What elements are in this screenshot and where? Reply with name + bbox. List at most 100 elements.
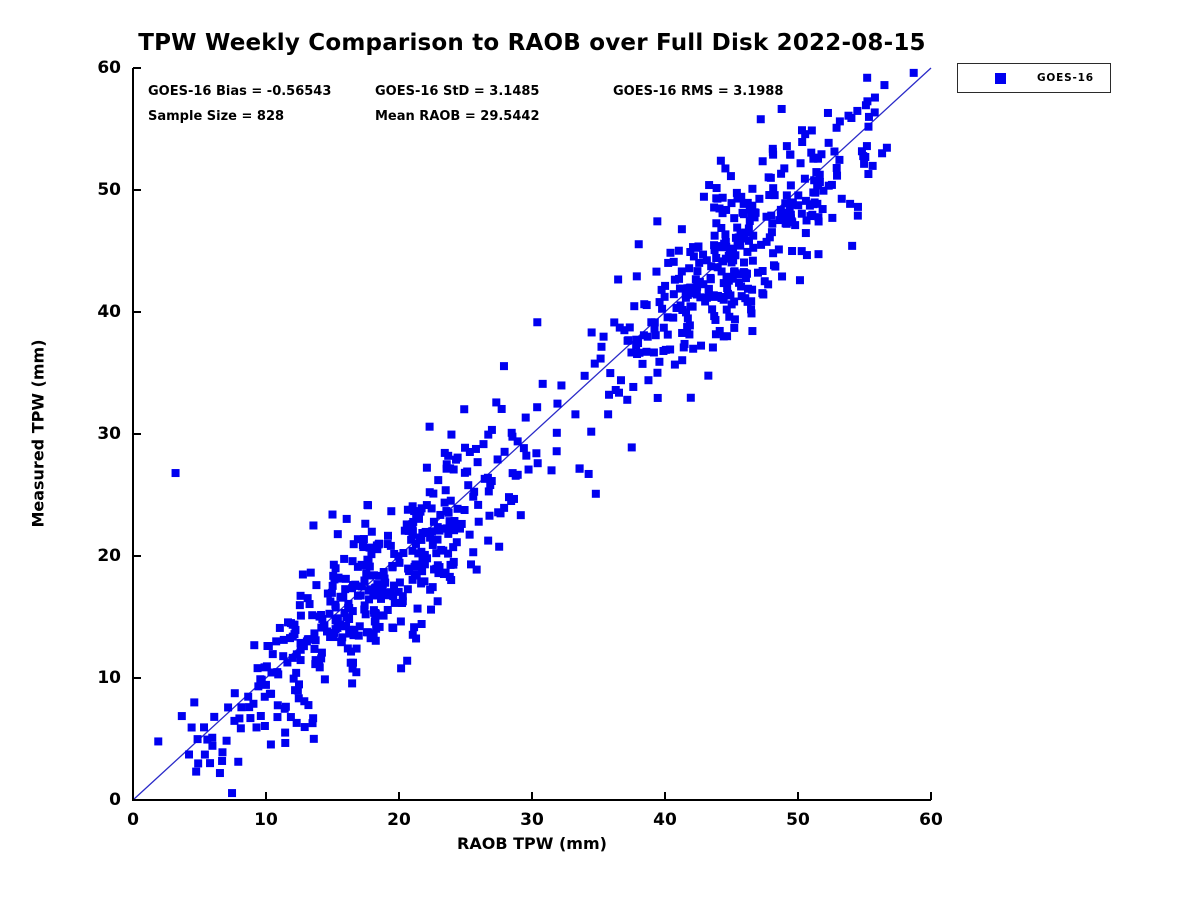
data-point-marker bbox=[253, 664, 262, 673]
data-point-marker bbox=[814, 217, 823, 226]
data-point-marker bbox=[381, 578, 390, 587]
data-point-marker bbox=[823, 108, 832, 117]
data-point-marker bbox=[702, 256, 711, 265]
data-point-marker bbox=[450, 517, 459, 526]
data-point-marker bbox=[353, 562, 362, 571]
data-point-marker bbox=[732, 188, 741, 197]
data-point-marker bbox=[832, 164, 841, 173]
data-point-marker bbox=[730, 267, 739, 276]
data-point-marker bbox=[355, 622, 364, 631]
data-point-marker bbox=[444, 529, 453, 538]
y-tick-label: 40 bbox=[97, 302, 121, 322]
data-point-marker bbox=[292, 668, 301, 677]
data-point-marker bbox=[300, 697, 309, 706]
data-point-marker bbox=[281, 702, 290, 711]
data-point-marker bbox=[417, 579, 426, 588]
data-point-marker bbox=[398, 597, 407, 606]
data-point-marker bbox=[882, 143, 891, 152]
data-point-marker bbox=[309, 521, 318, 530]
data-point-marker bbox=[777, 169, 786, 178]
data-point-marker bbox=[365, 562, 374, 571]
data-point-marker bbox=[474, 500, 483, 509]
data-point-marker bbox=[254, 682, 263, 691]
data-point-marker bbox=[802, 216, 811, 225]
data-point-marker bbox=[295, 601, 304, 610]
data-point-marker bbox=[404, 564, 413, 573]
data-point-marker bbox=[767, 211, 776, 220]
data-point-marker bbox=[310, 629, 319, 638]
data-point-marker bbox=[749, 231, 758, 240]
data-point-marker bbox=[500, 447, 509, 456]
data-point-marker bbox=[474, 517, 483, 526]
data-point-marker bbox=[311, 636, 320, 645]
data-point-marker bbox=[361, 610, 370, 619]
data-point-marker bbox=[739, 199, 748, 208]
data-point-marker bbox=[380, 574, 389, 583]
data-point-marker bbox=[795, 276, 804, 285]
data-point-marker bbox=[651, 331, 660, 340]
data-point-marker bbox=[710, 246, 719, 255]
data-point-marker bbox=[655, 298, 664, 307]
data-point-marker bbox=[304, 701, 313, 710]
data-point-marker bbox=[487, 425, 496, 434]
data-point-marker bbox=[819, 186, 828, 195]
data-point-marker bbox=[236, 724, 245, 733]
data-point-marker bbox=[427, 504, 436, 513]
data-point-marker bbox=[693, 267, 702, 276]
data-point-marker bbox=[689, 243, 698, 252]
data-point-marker bbox=[325, 609, 334, 618]
data-point-marker bbox=[724, 289, 733, 298]
data-point-marker bbox=[396, 617, 405, 626]
data-point-marker bbox=[878, 149, 887, 158]
data-point-marker bbox=[741, 228, 750, 237]
data-point-marker bbox=[499, 362, 508, 371]
data-point-marker bbox=[417, 535, 426, 544]
data-point-marker bbox=[308, 611, 317, 620]
data-point-marker bbox=[815, 177, 824, 186]
data-point-marker bbox=[704, 371, 713, 380]
data-point-marker bbox=[860, 159, 869, 168]
data-point-marker bbox=[356, 591, 365, 600]
data-point-marker bbox=[390, 598, 399, 607]
data-point-marker bbox=[228, 789, 237, 798]
data-point-marker bbox=[366, 585, 375, 594]
data-point-marker bbox=[716, 156, 725, 165]
data-point-marker bbox=[310, 644, 319, 653]
data-point-marker bbox=[286, 634, 295, 643]
data-point-marker bbox=[623, 395, 632, 404]
data-point-marker bbox=[615, 323, 624, 332]
data-point-marker bbox=[244, 692, 253, 701]
data-point-marker bbox=[781, 219, 790, 228]
data-point-marker bbox=[627, 443, 636, 452]
data-point-marker bbox=[291, 686, 300, 695]
data-point-marker bbox=[743, 198, 752, 207]
data-point-marker bbox=[495, 542, 504, 551]
data-point-marker bbox=[453, 504, 462, 513]
data-point-marker bbox=[302, 637, 311, 646]
data-point-marker bbox=[605, 390, 614, 399]
data-point-marker bbox=[298, 570, 307, 579]
data-point-marker bbox=[590, 359, 599, 368]
data-point-marker bbox=[367, 527, 376, 536]
data-point-marker bbox=[824, 138, 833, 147]
data-point-marker bbox=[349, 540, 358, 549]
data-point-marker bbox=[584, 469, 593, 478]
data-point-marker bbox=[757, 240, 766, 249]
data-point-marker bbox=[308, 719, 317, 728]
data-point-marker bbox=[469, 492, 478, 501]
data-point-marker bbox=[469, 548, 478, 557]
data-point-marker bbox=[218, 756, 227, 765]
x-tick-label: 30 bbox=[520, 810, 544, 830]
data-point-marker bbox=[371, 636, 380, 645]
data-point-marker bbox=[403, 585, 412, 594]
data-point-marker bbox=[580, 371, 589, 380]
data-point-marker bbox=[730, 315, 739, 324]
data-point-marker bbox=[292, 650, 301, 659]
data-point-marker bbox=[408, 546, 417, 555]
data-point-marker bbox=[513, 437, 522, 446]
data-point-marker bbox=[286, 713, 295, 722]
data-point-marker bbox=[340, 554, 349, 563]
data-point-marker bbox=[337, 638, 346, 647]
data-point-marker bbox=[758, 157, 767, 166]
data-point-marker bbox=[735, 270, 744, 279]
